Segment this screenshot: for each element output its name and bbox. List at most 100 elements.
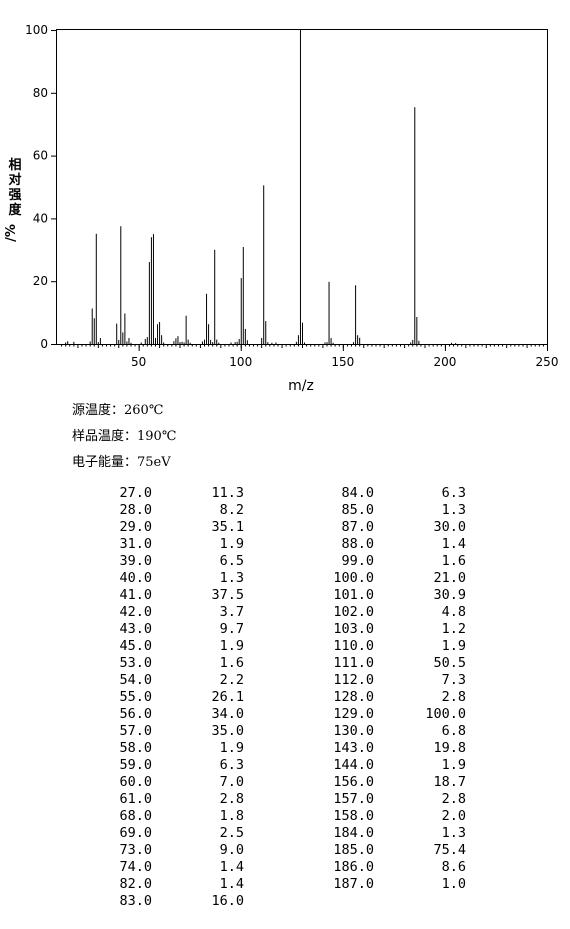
peak-row: 185.0 75.4 (316, 842, 466, 859)
peak-abundance: 2.0 (441, 808, 466, 824)
peak-abundance: 6.5 (219, 553, 244, 569)
peak-abundance: 30.9 (433, 587, 466, 603)
peak-abundance: 2.5 (219, 825, 244, 841)
x-axis-label: m/z (288, 378, 314, 394)
peak-abundance: 75.4 (433, 842, 466, 858)
condition-label: 源温度： (72, 403, 125, 418)
peak-mz: 84.0 (341, 485, 374, 501)
peak-mz: 69.0 (119, 825, 152, 841)
peak-row: 73.0 9.0 (94, 842, 244, 859)
peak-abundance: 4.8 (441, 604, 466, 620)
x-tick-label: 50 (131, 355, 146, 369)
y-axis-label-char: 对 (8, 172, 21, 188)
peak-row: 143.0 19.8 (316, 740, 466, 757)
peak-mz: 130.0 (333, 723, 374, 739)
peak-abundance: 26.1 (211, 689, 244, 705)
peak-row: 28.0 8.2 (94, 502, 244, 519)
peak-abundance: 1.3 (219, 570, 244, 586)
peak-table-right: 84.0 6.3 85.0 1.3 87.0 30.0 88.0 1.4 99.0 1.6 100.… (316, 485, 466, 893)
plot-frame (56, 29, 548, 345)
peak-mz: 40.0 (119, 570, 152, 586)
peak-abundance: 8.2 (219, 502, 244, 518)
peak-row: 128.0 2.8 (316, 689, 466, 706)
peak-row: 84.0 6.3 (316, 485, 466, 502)
condition-value: 260℃ (124, 403, 164, 418)
peak-mz: 187.0 (333, 876, 374, 892)
peak-mz: 56.0 (119, 706, 152, 722)
peak-row: 42.0 3.7 (94, 604, 244, 621)
peak-row: 103.0 1.2 (316, 621, 466, 638)
peak-mz: 186.0 (333, 859, 374, 875)
y-tick-label: 40 (33, 211, 48, 225)
peak-mz: 73.0 (119, 842, 152, 858)
peak-mz: 143.0 (333, 740, 374, 756)
peak-mz: 112.0 (333, 672, 374, 688)
electron-energy: 电子能量：75eV (72, 450, 176, 476)
peak-abundance: 21.0 (433, 570, 466, 586)
peak-abundance: 1.4 (441, 536, 466, 552)
peak-row: 82.0 1.4 (94, 876, 244, 893)
peak-row: 59.0 6.3 (94, 757, 244, 774)
peak-abundance: 50.5 (433, 655, 466, 671)
peak-mz: 100.0 (333, 570, 374, 586)
y-tick-label: 0 (40, 337, 48, 351)
peak-mz: 27.0 (119, 485, 152, 501)
peak-row: 112.0 7.3 (316, 672, 466, 689)
peak-abundance: 7.0 (219, 774, 244, 790)
peak-abundance: 100.0 (425, 706, 466, 722)
peak-mz: 156.0 (333, 774, 374, 790)
x-tick-label: 200 (433, 355, 456, 369)
peak-row: 57.0 35.0 (94, 723, 244, 740)
peak-row: 74.0 1.4 (94, 859, 244, 876)
peak-abundance: 18.7 (433, 774, 466, 790)
x-tick-label: 150 (331, 355, 354, 369)
y-axis-label-unit: /% (4, 224, 19, 242)
y-axis-ticks: 0 20 40 60 80 100 (25, 23, 57, 351)
peak-abundance: 11.3 (211, 485, 244, 501)
peak-mz: 57.0 (119, 723, 152, 739)
peak-abundance: 2.2 (219, 672, 244, 688)
peak-row: 31.0 1.9 (94, 536, 244, 553)
peak-row: 186.0 8.6 (316, 859, 466, 876)
peak-mz: 103.0 (333, 621, 374, 637)
peak-row: 129.0 100.0 (316, 706, 466, 723)
peak-mz: 59.0 (119, 757, 152, 773)
peak-abundance: 34.0 (211, 706, 244, 722)
peak-row: 102.0 4.8 (316, 604, 466, 621)
peak-mz: 54.0 (119, 672, 152, 688)
condition-value: 75eV (137, 455, 171, 470)
peak-abundance: 8.6 (441, 859, 466, 875)
peak-row: 43.0 9.7 (94, 621, 244, 638)
peak-row: 130.0 6.8 (316, 723, 466, 740)
peak-abundance: 9.0 (219, 842, 244, 858)
peak-mz: 53.0 (119, 655, 152, 671)
peak-row: 187.0 1.0 (316, 876, 466, 893)
peak-abundance: 1.9 (441, 757, 466, 773)
peak-row: 54.0 2.2 (94, 672, 244, 689)
peak-mz: 29.0 (119, 519, 152, 535)
y-tick-label: 80 (33, 86, 48, 100)
peak-abundance: 1.3 (441, 502, 466, 518)
peak-row: 45.0 1.9 (94, 638, 244, 655)
peak-row: 111.0 50.5 (316, 655, 466, 672)
peak-mz: 144.0 (333, 757, 374, 773)
peak-abundance: 1.0 (441, 876, 466, 892)
peak-abundance: 1.3 (441, 825, 466, 841)
peak-mz: 74.0 (119, 859, 152, 875)
peak-abundance: 35.1 (211, 519, 244, 535)
peak-mz: 128.0 (333, 689, 374, 705)
peak-abundance: 1.9 (219, 740, 244, 756)
minor-peak-bars (65, 341, 457, 344)
peak-abundance: 1.6 (219, 655, 244, 671)
x-tick-label: 250 (536, 355, 559, 369)
peak-abundance: 35.0 (211, 723, 244, 739)
y-tick-label: 60 (33, 149, 48, 163)
peak-abundance: 1.6 (441, 553, 466, 569)
peak-row: 58.0 1.9 (94, 740, 244, 757)
peak-mz: 99.0 (341, 553, 374, 569)
peak-abundance: 2.8 (219, 791, 244, 807)
peak-row: 60.0 7.0 (94, 774, 244, 791)
peak-mz: 43.0 (119, 621, 152, 637)
